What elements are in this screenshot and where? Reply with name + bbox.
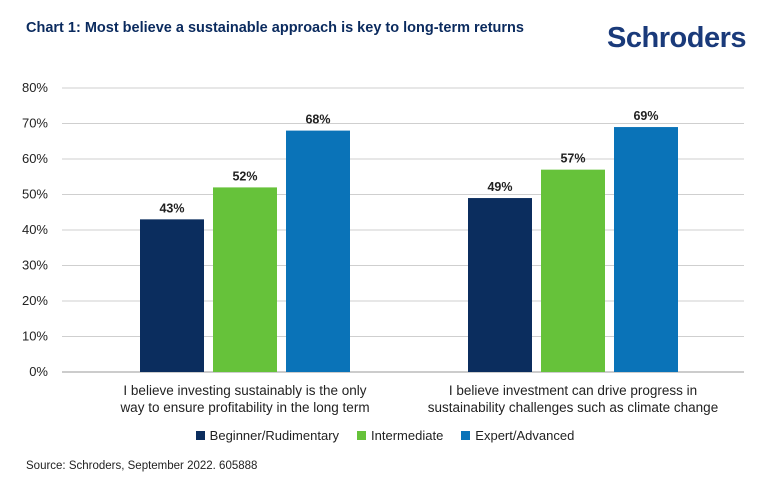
brand-logo: Schroders bbox=[607, 22, 746, 54]
legend-item-beginner: Beginner/Rudimentary bbox=[195, 428, 340, 443]
data-label: 43% bbox=[159, 201, 184, 215]
y-tick-label: 10% bbox=[22, 329, 48, 344]
data-label: 52% bbox=[232, 169, 257, 183]
data-label: 49% bbox=[487, 180, 512, 194]
bar bbox=[468, 198, 532, 372]
bar bbox=[286, 130, 350, 372]
x-category-label: I believe investment can drive progress … bbox=[449, 383, 697, 398]
legend-label-expert: Expert/Advanced bbox=[475, 428, 575, 443]
data-label: 68% bbox=[305, 113, 330, 127]
legend-swatch-expert bbox=[461, 431, 471, 440]
legend-swatch-intermediate bbox=[357, 431, 367, 440]
chart-title: Chart 1: Most believe a sustainable appr… bbox=[26, 20, 524, 36]
bar bbox=[140, 219, 204, 372]
y-tick-label: 70% bbox=[22, 116, 48, 131]
source-note: Source: Schroders, September 2022. 60588… bbox=[26, 460, 258, 472]
y-tick-label: 30% bbox=[22, 258, 48, 273]
chart-legend: Beginner/Rudimentary Intermediate Expert… bbox=[0, 428, 770, 443]
x-category-label: way to ensure profitability in the long … bbox=[119, 400, 369, 415]
data-label: 57% bbox=[560, 152, 585, 166]
x-category-label: sustainability challenges such as climat… bbox=[428, 400, 718, 415]
y-tick-label: 80% bbox=[22, 80, 48, 95]
bar bbox=[213, 187, 277, 372]
bar-chart: 0% 10% 20% 30% 40% 50% 60% 70% 80% 43% 52% 68% I bel… bbox=[22, 80, 744, 415]
legend-item-intermediate: Intermediate bbox=[357, 428, 443, 443]
legend-swatch-beginner bbox=[195, 431, 205, 440]
data-label: 69% bbox=[633, 109, 658, 123]
legend-item-expert: Expert/Advanced bbox=[461, 428, 574, 443]
y-tick-label: 50% bbox=[22, 187, 48, 202]
bar bbox=[541, 169, 605, 372]
bar bbox=[614, 127, 678, 372]
y-tick-label: 0% bbox=[29, 364, 48, 379]
y-tick-label: 40% bbox=[22, 222, 48, 237]
y-tick-label: 20% bbox=[22, 293, 48, 308]
y-tick-label: 60% bbox=[22, 151, 48, 166]
legend-label-beginner: Beginner/Rudimentary bbox=[209, 428, 340, 443]
x-category-label: I believe investing sustainably is the o… bbox=[123, 383, 366, 398]
legend-label-intermediate: Intermediate bbox=[371, 428, 444, 443]
